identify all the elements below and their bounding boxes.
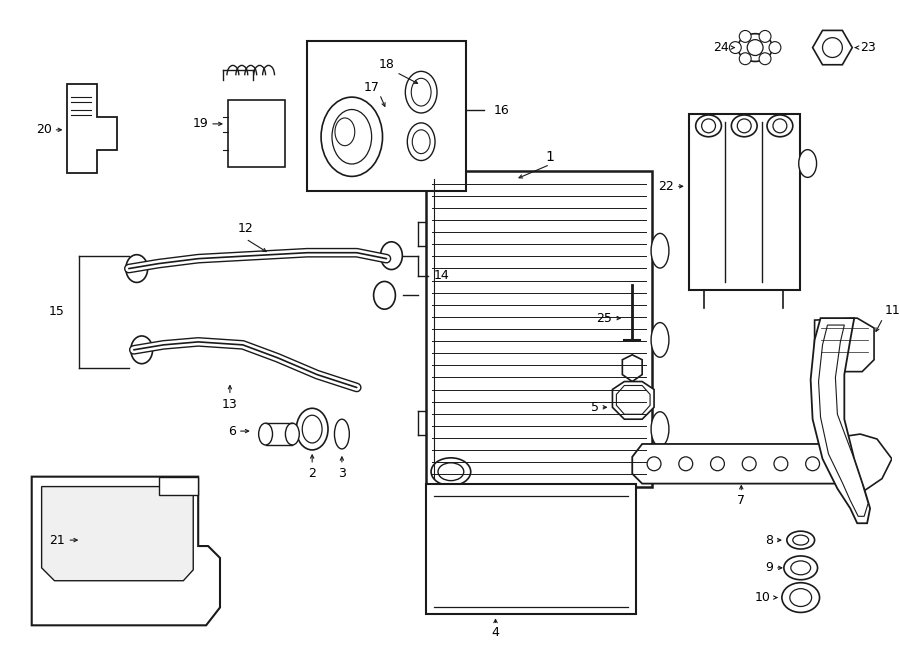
Polygon shape — [68, 84, 117, 173]
Text: 21: 21 — [50, 533, 66, 547]
Circle shape — [710, 457, 724, 471]
Ellipse shape — [258, 423, 273, 445]
Text: 22: 22 — [658, 180, 674, 193]
Circle shape — [739, 53, 752, 65]
Circle shape — [739, 30, 752, 42]
Ellipse shape — [784, 556, 817, 580]
Ellipse shape — [335, 118, 355, 145]
Ellipse shape — [782, 583, 820, 613]
Text: 18: 18 — [379, 58, 394, 71]
Ellipse shape — [767, 115, 793, 137]
Ellipse shape — [651, 412, 669, 446]
Text: 19: 19 — [193, 118, 208, 130]
Ellipse shape — [798, 149, 816, 177]
Circle shape — [773, 119, 787, 133]
Polygon shape — [612, 381, 654, 419]
Text: 16: 16 — [493, 104, 509, 116]
Text: 4: 4 — [491, 626, 500, 639]
Ellipse shape — [126, 254, 148, 282]
Text: 6: 6 — [228, 424, 236, 438]
Bar — [158, 477, 198, 494]
Polygon shape — [814, 318, 874, 371]
Ellipse shape — [790, 589, 812, 607]
Ellipse shape — [651, 233, 669, 268]
Ellipse shape — [332, 110, 372, 164]
Text: 9: 9 — [765, 561, 773, 574]
Ellipse shape — [732, 115, 757, 137]
Ellipse shape — [793, 535, 808, 545]
Text: 10: 10 — [755, 591, 771, 604]
Ellipse shape — [302, 415, 322, 443]
Text: 11: 11 — [885, 303, 900, 317]
Circle shape — [747, 40, 763, 56]
Text: 1: 1 — [545, 149, 554, 163]
Circle shape — [729, 42, 742, 54]
Circle shape — [742, 457, 756, 471]
Ellipse shape — [374, 282, 395, 309]
Circle shape — [823, 38, 842, 58]
Text: 2: 2 — [308, 467, 316, 480]
Bar — [426, 484, 636, 615]
Text: 8: 8 — [765, 533, 773, 547]
Ellipse shape — [335, 419, 349, 449]
Ellipse shape — [296, 408, 328, 450]
Polygon shape — [819, 325, 868, 516]
Text: 13: 13 — [222, 398, 238, 411]
Text: 15: 15 — [49, 305, 65, 318]
Ellipse shape — [412, 130, 430, 153]
Text: 7: 7 — [737, 494, 745, 507]
Ellipse shape — [285, 423, 300, 445]
Ellipse shape — [738, 34, 772, 61]
Circle shape — [774, 457, 788, 471]
Text: 24: 24 — [714, 41, 729, 54]
Bar — [228, 100, 285, 167]
Circle shape — [737, 119, 751, 133]
Ellipse shape — [431, 458, 471, 486]
Polygon shape — [622, 355, 643, 381]
Bar — [426, 171, 652, 486]
Circle shape — [769, 42, 781, 54]
Text: 12: 12 — [238, 222, 254, 235]
Ellipse shape — [321, 97, 382, 176]
Polygon shape — [616, 385, 650, 414]
Polygon shape — [841, 434, 892, 494]
Polygon shape — [41, 486, 194, 581]
Ellipse shape — [438, 463, 464, 481]
Polygon shape — [32, 477, 220, 625]
Text: 23: 23 — [860, 41, 876, 54]
Text: 20: 20 — [36, 124, 51, 136]
Circle shape — [806, 457, 820, 471]
Circle shape — [679, 457, 693, 471]
Text: 3: 3 — [338, 467, 346, 480]
Ellipse shape — [411, 78, 431, 106]
Text: 5: 5 — [590, 401, 598, 414]
Ellipse shape — [651, 323, 669, 357]
Circle shape — [702, 119, 716, 133]
Text: 17: 17 — [364, 81, 380, 94]
Circle shape — [759, 30, 771, 42]
Ellipse shape — [787, 531, 814, 549]
Circle shape — [759, 53, 771, 65]
Ellipse shape — [381, 242, 402, 270]
Polygon shape — [633, 444, 860, 484]
Text: 14: 14 — [434, 269, 450, 282]
Polygon shape — [811, 318, 870, 524]
Bar — [688, 114, 800, 290]
Circle shape — [647, 457, 661, 471]
Ellipse shape — [405, 71, 437, 113]
Ellipse shape — [408, 123, 435, 161]
Bar — [307, 40, 466, 191]
Ellipse shape — [130, 336, 153, 364]
Ellipse shape — [696, 115, 722, 137]
Text: 25: 25 — [597, 311, 612, 325]
Ellipse shape — [791, 561, 811, 575]
